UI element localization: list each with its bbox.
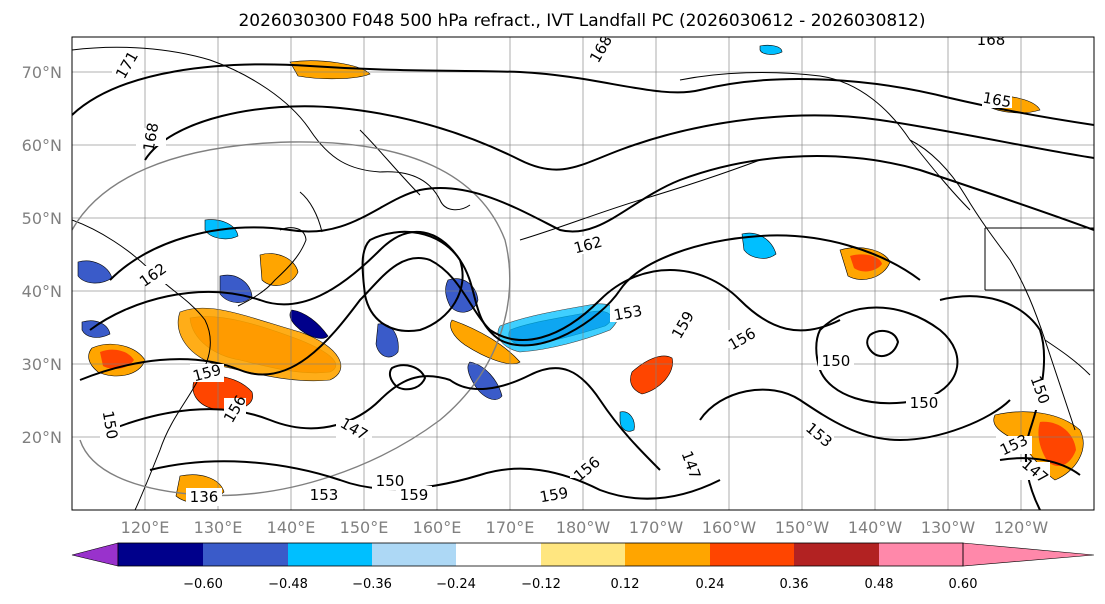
colorbar-segment xyxy=(372,543,456,566)
contour-label: 168 xyxy=(977,31,1006,49)
contour-label: 159 xyxy=(400,486,429,504)
colorbar-segment xyxy=(541,543,625,566)
colorbar-tick-label: −0.36 xyxy=(352,577,392,592)
lat-label: 60°N xyxy=(22,136,62,155)
contour-line xyxy=(109,155,1094,281)
contour-label: 153 xyxy=(310,486,339,504)
lat-label: 20°N xyxy=(22,428,62,447)
anomaly-region xyxy=(619,411,635,432)
colorbar-segment xyxy=(794,543,879,566)
contour-label: 150 xyxy=(822,352,851,370)
contour-label: 150 xyxy=(376,472,405,490)
contour-label: 165 xyxy=(981,89,1012,112)
colorbar-tick-label: 0.24 xyxy=(696,577,725,592)
lat-label: 40°N xyxy=(22,282,62,301)
contour-line xyxy=(79,257,841,381)
height-contours xyxy=(72,63,1094,510)
colorbar-tick-label: −0.12 xyxy=(521,577,561,592)
contour-line xyxy=(999,457,1081,476)
colorbar-segment xyxy=(203,543,288,566)
colorbar-segment xyxy=(456,543,541,566)
anomaly-region xyxy=(81,320,111,338)
colorbar-segment xyxy=(710,543,794,566)
colorbar-tick-label: −0.60 xyxy=(183,577,223,592)
contour-line xyxy=(388,364,427,391)
lon-label: 130°E xyxy=(194,518,243,537)
colorbar-tick-label: −0.48 xyxy=(268,577,308,592)
contour-line xyxy=(144,105,1094,171)
anomaly-region xyxy=(1038,421,1076,466)
colorbar-frame xyxy=(117,542,964,567)
anomaly-region xyxy=(259,253,299,286)
anomaly-region xyxy=(741,232,777,259)
alaska-coast xyxy=(679,72,971,211)
lon-label: 170°E xyxy=(486,518,535,537)
anomaly-region xyxy=(850,254,882,272)
anomaly-region xyxy=(467,361,503,400)
anomaly-region xyxy=(289,309,329,339)
colorbar-tick-label: 0.60 xyxy=(949,577,978,592)
anomaly-region xyxy=(630,355,673,395)
colorbar-segment xyxy=(625,543,710,566)
lon-label: 150°W xyxy=(775,518,830,537)
colorbar-tick-label: −0.24 xyxy=(436,577,476,592)
lon-label: 120°W xyxy=(994,518,1049,537)
contour-label: 153 xyxy=(612,302,643,325)
colorbar-tick-label: 0.36 xyxy=(780,577,809,592)
contour-line xyxy=(109,367,661,471)
colorbar-tick-label: 0.48 xyxy=(865,577,894,592)
contour-label: 168 xyxy=(140,121,163,152)
contour-label: 159 xyxy=(538,484,569,507)
anomaly-region xyxy=(759,44,783,55)
contour-line xyxy=(89,231,921,347)
contour-line xyxy=(149,460,721,500)
japan-coast xyxy=(237,227,307,307)
colorbar-tick-label: 0.12 xyxy=(611,577,640,592)
anomaly-region xyxy=(450,319,521,365)
lon-label: 140°W xyxy=(848,518,903,537)
map-title: 2026030300 F048 500 hPa refract., IVT La… xyxy=(238,11,925,31)
graticule xyxy=(72,37,1094,510)
lon-label: 160°E xyxy=(413,518,462,537)
map-frame xyxy=(71,36,1095,511)
contour-line xyxy=(361,230,464,332)
contour-line xyxy=(866,329,900,358)
colorbar-extend-max xyxy=(962,542,1095,567)
us-canada-border xyxy=(984,227,1094,291)
lon-label: 170°W xyxy=(629,518,684,537)
latitude-labels: 70°N 60°N 50°N 40°N 30°N 20°N xyxy=(22,63,62,447)
lon-label: 120°E xyxy=(121,518,170,537)
colorbar-segment xyxy=(879,543,963,566)
lon-label: 130°W xyxy=(921,518,976,537)
contour-label: 150 xyxy=(99,409,122,440)
asia-east-coast xyxy=(72,219,211,510)
colorbar: −0.60 −0.48 −0.36 −0.24 −0.12 0.12 0.24 … xyxy=(71,542,1095,592)
lat-label: 30°N xyxy=(22,355,62,374)
lon-label: 180°W xyxy=(556,518,611,537)
colorbar-segment xyxy=(118,543,203,566)
contour-line xyxy=(699,388,1011,442)
lon-label: 140°E xyxy=(267,518,316,537)
contour-line xyxy=(72,63,1094,126)
contour-label: 136 xyxy=(190,488,219,506)
colorbar-extend-min xyxy=(71,542,119,567)
lat-label: 70°N xyxy=(22,63,62,82)
kamchatka-coast xyxy=(359,129,421,196)
lat-label: 50°N xyxy=(22,209,62,228)
north-america-west-coast xyxy=(909,139,1076,431)
sakhalin-coast xyxy=(299,191,323,233)
lon-label: 160°W xyxy=(702,518,757,537)
contour-label: 150 xyxy=(910,394,939,412)
longitude-labels: 120°E 130°E 140°E 150°E 160°E 170°E 180°… xyxy=(121,518,1049,537)
lon-label: 150°E xyxy=(340,518,389,537)
baja-coast xyxy=(1044,339,1091,376)
colorbar-segment xyxy=(288,543,372,566)
